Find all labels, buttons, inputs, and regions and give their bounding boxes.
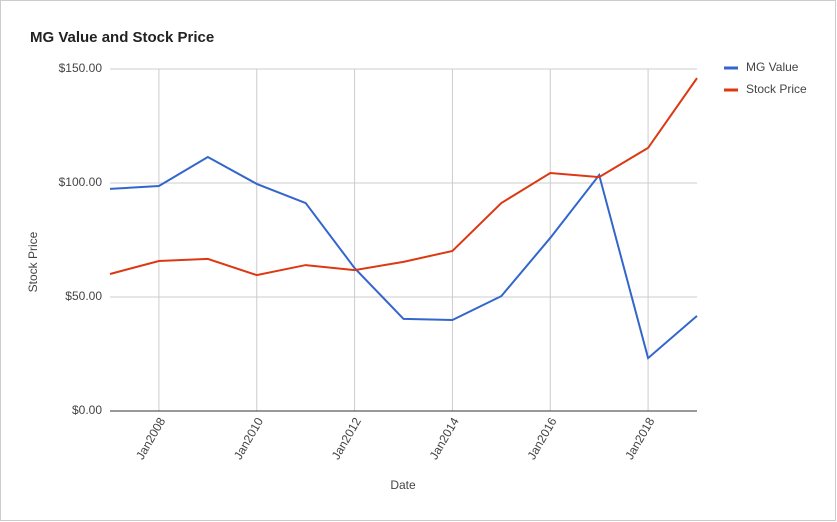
- legend-label: Stock Price: [746, 82, 807, 96]
- legend-label: MG Value: [746, 60, 799, 74]
- y-tick-label: $0.00: [72, 403, 102, 417]
- chart-title: MG Value and Stock Price: [30, 29, 214, 46]
- y-tick-label: $150.00: [59, 61, 103, 75]
- y-tick-label: $50.00: [65, 289, 102, 303]
- series-line: [109, 155, 698, 360]
- series-line: [109, 77, 698, 277]
- y-tick-label: $100.00: [59, 175, 103, 189]
- y-axis-label: Stock Price: [26, 231, 40, 292]
- x-axis-label: Date: [390, 478, 416, 492]
